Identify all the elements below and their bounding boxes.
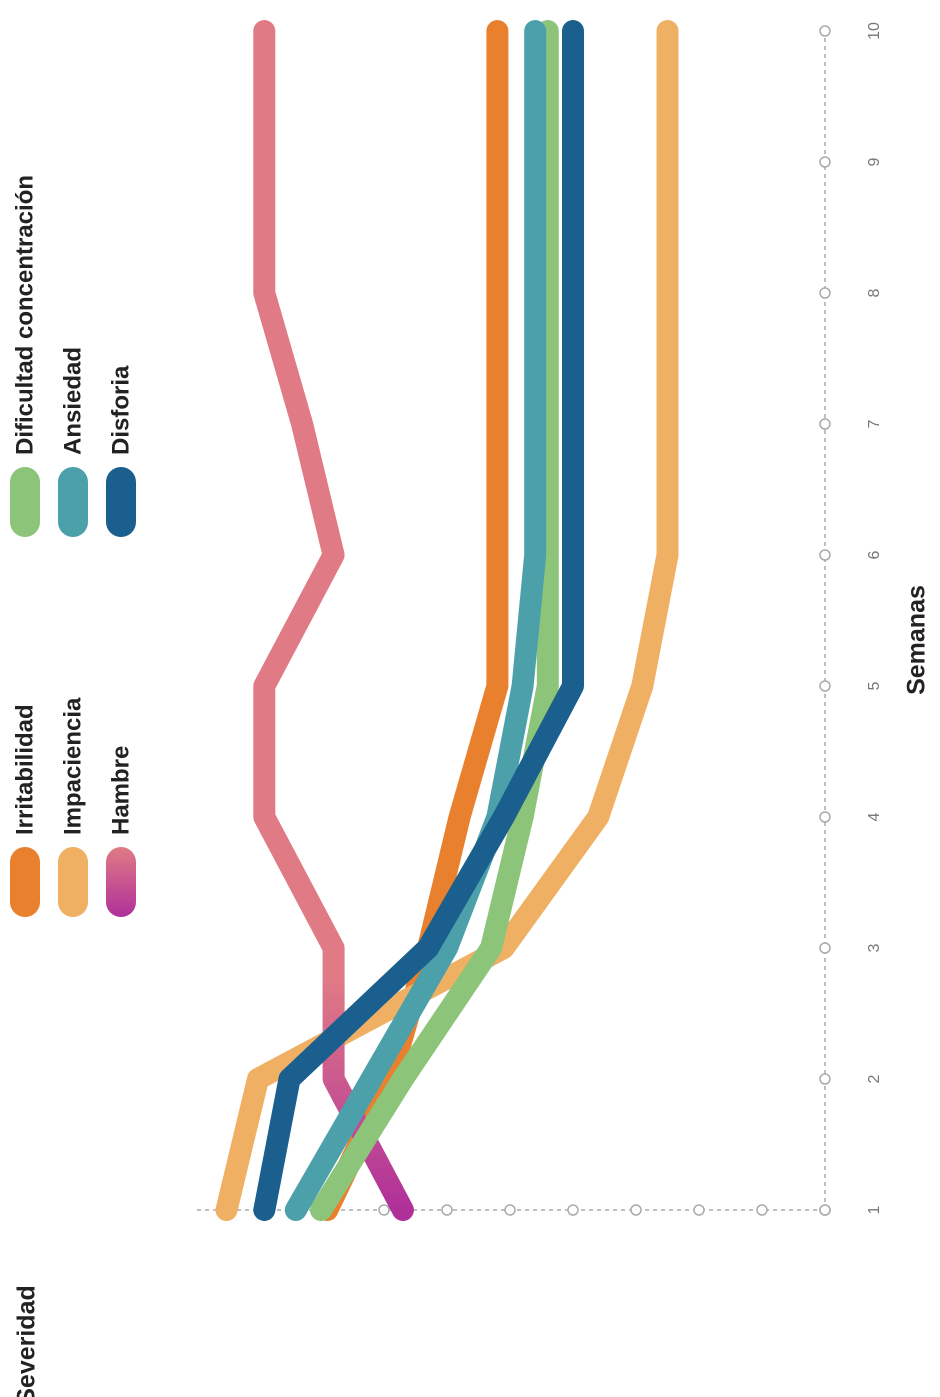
legend-swatch xyxy=(58,467,88,537)
x-tick-label: 8 xyxy=(866,288,883,297)
legend-label: Irritabilidad xyxy=(11,704,38,835)
x-tick xyxy=(819,811,831,823)
x-tick-label: 3 xyxy=(866,943,883,952)
legend-label: Hambre xyxy=(107,746,134,835)
y-axis-title: Severidad xyxy=(13,1285,41,1397)
x-tick xyxy=(819,25,831,37)
legend-label: Dificultad concentración xyxy=(11,175,38,455)
x-tick xyxy=(819,549,831,561)
legend-swatch xyxy=(106,467,136,537)
x-tick xyxy=(819,418,831,430)
legend-label: Impaciencia xyxy=(59,697,86,835)
y-tick xyxy=(567,1204,579,1216)
y-tick xyxy=(756,1204,768,1216)
x-tick xyxy=(819,1073,831,1085)
legend-label: Disforia xyxy=(107,365,134,455)
x-tick xyxy=(819,287,831,299)
rotated-plot: Severidad Semanas 1 2 3 4 5 6 7 8 9 10 Irritabilid… xyxy=(10,20,931,1397)
x-tick-label: 4 xyxy=(866,812,883,821)
x-tick xyxy=(819,156,831,168)
x-tick-label: 1 xyxy=(866,1205,883,1214)
y-tick xyxy=(378,1204,390,1216)
series-line xyxy=(284,20,547,1221)
y-tick xyxy=(441,1204,453,1216)
x-tick-label: 7 xyxy=(866,419,883,428)
y-tick xyxy=(504,1204,516,1216)
series-line xyxy=(310,20,559,1221)
series-line xyxy=(215,20,679,1221)
x-tick xyxy=(819,1204,831,1216)
legend-swatch xyxy=(58,847,88,917)
x-tick-label: 5 xyxy=(866,681,883,690)
series-line xyxy=(253,20,414,1221)
y-tick xyxy=(630,1204,642,1216)
x-tick-label: 10 xyxy=(866,22,883,40)
x-tick-label: 6 xyxy=(866,550,883,559)
legend-swatch xyxy=(10,467,40,537)
x-axis-title: Semanas xyxy=(903,585,931,695)
x-tick-label: 2 xyxy=(866,1074,883,1083)
y-tick xyxy=(693,1204,705,1216)
legend-swatch xyxy=(106,847,136,917)
x-tick xyxy=(819,942,831,954)
legend-label: Ansiedad xyxy=(59,347,86,455)
legend-swatch xyxy=(10,847,40,917)
x-tick-label: 9 xyxy=(866,157,883,166)
series-line xyxy=(253,20,584,1221)
x-tick xyxy=(819,680,831,692)
